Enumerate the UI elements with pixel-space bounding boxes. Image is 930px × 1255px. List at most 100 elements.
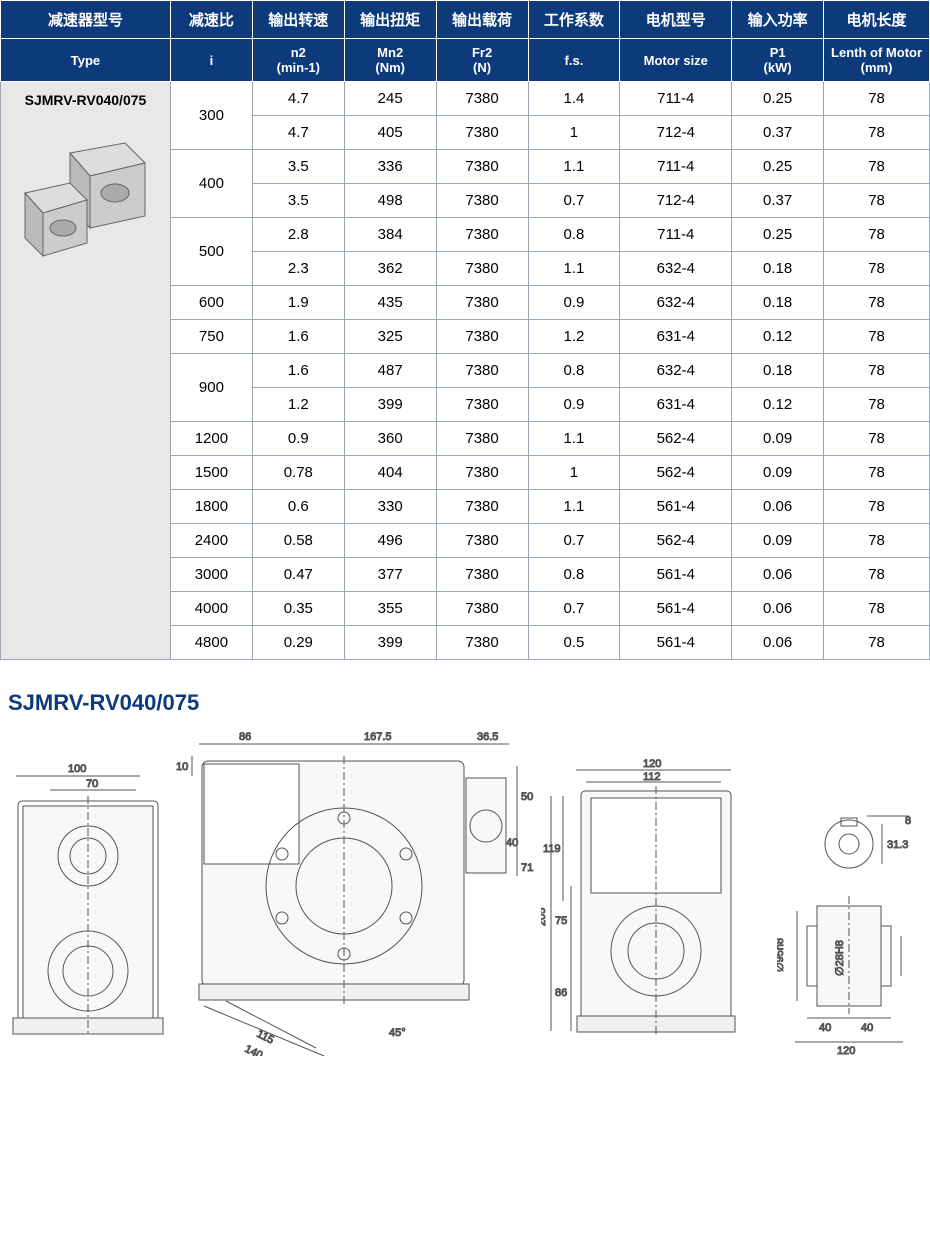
gearbox-icon	[15, 138, 155, 268]
cell-fs: 0.8	[528, 354, 620, 388]
ratio-cell: 4800	[170, 626, 252, 660]
cell-n2: 3.5	[252, 184, 344, 218]
drawing-title: SJMRV-RV040/075	[8, 690, 930, 716]
cell-motor: 711-4	[620, 82, 732, 116]
cell-p1: 0.12	[732, 388, 824, 422]
cell-fs: 1.4	[528, 82, 620, 116]
tech-drawing-4: 31.3 8 ∅95h8 ∅28H8 40 40 120	[777, 796, 922, 1056]
table-body: SJMRV-RV040/0753004.724573801.4711-40.25…	[1, 82, 930, 660]
h-en-4: Fr2 (N)	[436, 39, 528, 82]
cell-p1: 0.18	[732, 286, 824, 320]
cell-mn2: 435	[344, 286, 436, 320]
cell-motor: 632-4	[620, 286, 732, 320]
cell-p1: 0.25	[732, 82, 824, 116]
cell-p1: 0.09	[732, 456, 824, 490]
cell-motor: 562-4	[620, 422, 732, 456]
cell-n2: 1.9	[252, 286, 344, 320]
cell-ml: 78	[824, 626, 930, 660]
h-en-3: Mn2 (Nm)	[344, 39, 436, 82]
tech-drawing-1: 100 70	[8, 756, 168, 1056]
cell-ml: 78	[824, 116, 930, 150]
cell-p1: 0.06	[732, 626, 824, 660]
ratio-cell: 300	[170, 82, 252, 150]
cell-fr2: 7380	[436, 558, 528, 592]
cell-fs: 0.8	[528, 558, 620, 592]
cell-mn2: 487	[344, 354, 436, 388]
table-header: 减速器型号 减速比 输出转速 输出扭矩 输出载荷 工作系数 电机型号 输入功率 …	[1, 1, 930, 82]
cell-p1: 0.18	[732, 354, 824, 388]
cell-mn2: 405	[344, 116, 436, 150]
h-cn-7: 输入功率	[732, 1, 824, 39]
cell-ml: 78	[824, 320, 930, 354]
cell-fs: 0.9	[528, 388, 620, 422]
cell-p1: 0.25	[732, 218, 824, 252]
cell-motor: 712-4	[620, 116, 732, 150]
cell-fs: 1.1	[528, 422, 620, 456]
cell-n2: 2.8	[252, 218, 344, 252]
cell-motor: 561-4	[620, 626, 732, 660]
table-row: SJMRV-RV040/0753004.724573801.4711-40.25…	[1, 82, 930, 116]
cell-fr2: 7380	[436, 286, 528, 320]
cell-mn2: 399	[344, 388, 436, 422]
cell-fr2: 7380	[436, 422, 528, 456]
h-en-5: f.s.	[528, 39, 620, 82]
svg-text:71.5: 71.5	[521, 862, 534, 874]
cell-fs: 0.5	[528, 626, 620, 660]
svg-text:167.5: 167.5	[364, 731, 392, 743]
cell-fs: 0.7	[528, 524, 620, 558]
cell-ml: 78	[824, 456, 930, 490]
cell-p1: 0.06	[732, 592, 824, 626]
svg-text:140: 140	[243, 1043, 265, 1056]
cell-p1: 0.06	[732, 558, 824, 592]
drawings-row: 100 70 86 167.5 36.5 10 50 40 71.5	[0, 726, 930, 1066]
cell-fr2: 7380	[436, 320, 528, 354]
svg-text:120: 120	[837, 1045, 855, 1056]
cell-fr2: 7380	[436, 490, 528, 524]
cell-ml: 78	[824, 184, 930, 218]
cell-ml: 78	[824, 218, 930, 252]
cell-mn2: 377	[344, 558, 436, 592]
cell-fs: 1.1	[528, 150, 620, 184]
h-en-2: n2 (min-1)	[252, 39, 344, 82]
cell-fr2: 7380	[436, 184, 528, 218]
tech-drawing-3: 120 112 119 75 205 86	[541, 756, 771, 1056]
cell-motor: 712-4	[620, 184, 732, 218]
cell-n2: 1.6	[252, 354, 344, 388]
h-cn-3: 输出扭矩	[344, 1, 436, 39]
svg-text:36.5: 36.5	[477, 731, 498, 743]
cell-fr2: 7380	[436, 218, 528, 252]
cell-fs: 1	[528, 456, 620, 490]
cell-p1: 0.18	[732, 252, 824, 286]
cell-ml: 78	[824, 388, 930, 422]
cell-n2: 2.3	[252, 252, 344, 286]
cell-motor: 631-4	[620, 320, 732, 354]
cell-ml: 78	[824, 286, 930, 320]
h-en-1: i	[170, 39, 252, 82]
cell-p1: 0.12	[732, 320, 824, 354]
ratio-cell: 1500	[170, 456, 252, 490]
ratio-cell: 600	[170, 286, 252, 320]
cell-n2: 0.47	[252, 558, 344, 592]
cell-n2: 4.7	[252, 82, 344, 116]
ratio-cell: 500	[170, 218, 252, 286]
cell-fr2: 7380	[436, 252, 528, 286]
svg-text:8: 8	[905, 815, 911, 827]
ratio-cell: 750	[170, 320, 252, 354]
h-cn-4: 输出载荷	[436, 1, 528, 39]
cell-fs: 0.8	[528, 218, 620, 252]
ratio-cell: 2400	[170, 524, 252, 558]
cell-n2: 0.35	[252, 592, 344, 626]
cell-fr2: 7380	[436, 456, 528, 490]
svg-text:86: 86	[239, 731, 251, 743]
cell-n2: 1.2	[252, 388, 344, 422]
tech-drawing-2: 86 167.5 36.5 10 50 40 71.5 115 140	[174, 726, 534, 1056]
cell-mn2: 336	[344, 150, 436, 184]
cell-p1: 0.25	[732, 150, 824, 184]
cell-p1: 0.09	[732, 524, 824, 558]
cell-n2: 1.6	[252, 320, 344, 354]
svg-text:50: 50	[521, 791, 533, 803]
cell-fs: 1.2	[528, 320, 620, 354]
cell-motor: 631-4	[620, 388, 732, 422]
cell-fs: 0.7	[528, 184, 620, 218]
cell-ml: 78	[824, 82, 930, 116]
